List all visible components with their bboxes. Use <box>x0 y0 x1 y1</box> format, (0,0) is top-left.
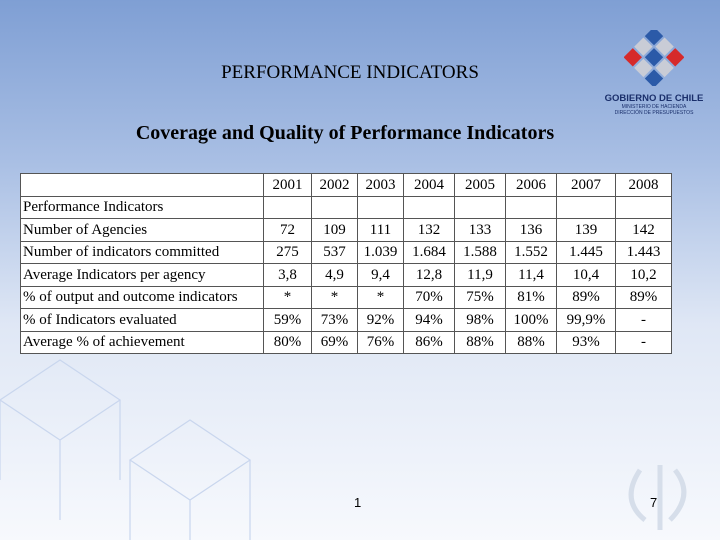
row-label: Number of indicators committed <box>20 240 264 264</box>
table-cell: 93% <box>556 330 616 354</box>
logo-text: MINISTERIO DE HACIENDA <box>621 104 687 110</box>
logo-text: GOBIERNO DE CHILE <box>604 93 704 104</box>
header-cell: 2005 <box>454 173 506 197</box>
table-cell: 275 <box>263 240 312 264</box>
table-cell: 4,9 <box>311 263 358 287</box>
section-label: Performance Indicators <box>20 195 264 219</box>
empty-cell <box>263 195 312 219</box>
table-cell: 537 <box>311 240 358 264</box>
table-cell: 10,2 <box>615 263 672 287</box>
table-cell: 89% <box>556 285 616 309</box>
table-cell: 92% <box>357 308 404 332</box>
header-cell: 2007 <box>556 173 616 197</box>
header-row: 2001 2002 2003 2004 2005 2006 2007 2008 <box>20 173 672 197</box>
table-cell: 86% <box>403 330 455 354</box>
table-cell: * <box>263 285 312 309</box>
table-cell: 70% <box>403 285 455 309</box>
table-cell: 69% <box>311 330 358 354</box>
table-cell: 81% <box>505 285 557 309</box>
table-cell: 1.443 <box>615 240 672 264</box>
table-cell: 88% <box>505 330 557 354</box>
table-cell: 99,9% <box>556 308 616 332</box>
table-cell: 59% <box>263 308 312 332</box>
row-label: Average % of achievement <box>20 330 264 354</box>
table-cell: 142 <box>615 218 672 242</box>
logo-mark <box>623 26 685 88</box>
table-cell: 80% <box>263 330 312 354</box>
header-cell: 2002 <box>311 173 358 197</box>
table-cell: 111 <box>357 218 404 242</box>
header-cell: 2006 <box>505 173 557 197</box>
table-cell: 1.445 <box>556 240 616 264</box>
table-row: % of output and outcome indicators * * * 70%… <box>20 285 672 309</box>
table-cell: 136 <box>505 218 557 242</box>
table-cell: 12,8 <box>403 263 455 287</box>
row-label: % of output and outcome indicators <box>20 285 264 309</box>
table-row: Number of indicators committed 275 537 1.03… <box>20 240 672 264</box>
header-cell: 2001 <box>263 173 312 197</box>
table-cell: - <box>615 308 672 332</box>
table-cell: 109 <box>311 218 358 242</box>
empty-cell <box>454 195 506 219</box>
table-cell: * <box>311 285 358 309</box>
table-cell: 75% <box>454 285 506 309</box>
subtitle: Coverage and Quality of Performance Indi… <box>135 122 555 144</box>
table-cell: 1.552 <box>505 240 557 264</box>
section-row: Performance Indicators <box>20 195 672 219</box>
table-cell: 132 <box>403 218 455 242</box>
table-cell: 1.684 <box>403 240 455 264</box>
table-cell: 72 <box>263 218 312 242</box>
empty-cell <box>311 195 358 219</box>
table-cell: 139 <box>556 218 616 242</box>
table-cell: 98% <box>454 308 506 332</box>
table-cell: 1.588 <box>454 240 506 264</box>
table-cell: 1.039 <box>357 240 404 264</box>
empty-cell <box>615 195 672 219</box>
logo: GOBIERNO DE CHILE MINISTERIO DE HACIENDA… <box>604 26 704 116</box>
header-cell: 2004 <box>403 173 455 197</box>
table-row: Average Indicators per agency 3,8 4,9 9,4 12… <box>20 263 672 287</box>
table-cell: 3,8 <box>263 263 312 287</box>
empty-cell <box>505 195 557 219</box>
table-cell: 100% <box>505 308 557 332</box>
table-cell: 73% <box>311 308 358 332</box>
empty-cell <box>357 195 404 219</box>
table-cell: - <box>615 330 672 354</box>
table-cell: 94% <box>403 308 455 332</box>
row-label: Number of Agencies <box>20 218 264 242</box>
empty-cell <box>556 195 616 219</box>
header-cell <box>20 173 264 197</box>
table-row: % of Indicators evaluated 59% 73% 92% 94% 98%… <box>20 308 672 332</box>
table-row: Number of Agencies 72 109 111 132 133 136 139 14… <box>20 218 672 242</box>
logo-text: DIRECCIÓN DE PRESUPUESTOS <box>614 110 694 116</box>
page-number: 1 <box>354 495 362 510</box>
table-cell: 133 <box>454 218 506 242</box>
header-cell: 2003 <box>357 173 404 197</box>
indicator-table: 2001 2002 2003 2004 2005 2006 2007 2008 Performa… <box>20 173 672 354</box>
header-cell: 2008 <box>615 173 672 197</box>
table-cell: 76% <box>357 330 404 354</box>
row-label: Average Indicators per agency <box>20 263 264 287</box>
row-label: % of Indicators evaluated <box>20 308 264 332</box>
table-cell: 11,9 <box>454 263 506 287</box>
empty-cell <box>403 195 455 219</box>
page-number: 7 <box>650 495 658 510</box>
table-cell: 11,4 <box>505 263 557 287</box>
table-cell: 89% <box>615 285 672 309</box>
table-cell: 10,4 <box>556 263 616 287</box>
table-cell: 9,4 <box>357 263 404 287</box>
table-row: Average % of achievement 80% 69% 76% 86% 88% 8… <box>20 330 672 354</box>
table-cell: * <box>357 285 404 309</box>
title: PERFORMANCE INDICATORS <box>221 62 479 83</box>
table-cell: 88% <box>454 330 506 354</box>
